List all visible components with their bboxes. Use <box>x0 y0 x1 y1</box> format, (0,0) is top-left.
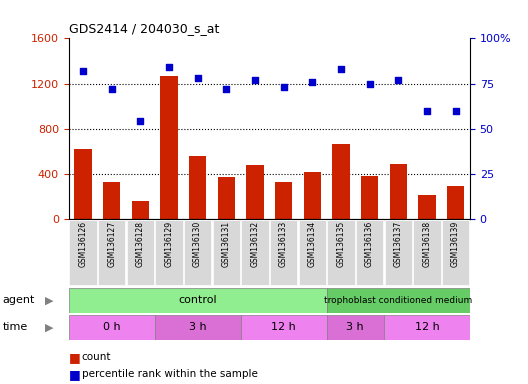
Bar <box>332 144 350 219</box>
FancyBboxPatch shape <box>184 220 211 285</box>
Text: 12 h: 12 h <box>271 322 296 333</box>
Point <box>107 86 116 92</box>
Text: 3 h: 3 h <box>189 322 206 333</box>
Bar <box>327 315 384 340</box>
Text: ■: ■ <box>69 368 80 381</box>
Point <box>423 108 431 114</box>
Bar <box>189 156 206 219</box>
Point <box>193 75 202 81</box>
Bar <box>327 288 470 313</box>
Bar <box>218 177 235 219</box>
Point <box>394 77 402 83</box>
FancyBboxPatch shape <box>127 220 154 285</box>
Text: GDS2414 / 204030_s_at: GDS2414 / 204030_s_at <box>69 22 219 35</box>
Bar <box>275 182 292 219</box>
Point <box>165 64 173 70</box>
Text: agent: agent <box>3 295 35 306</box>
Text: GSM136134: GSM136134 <box>308 221 317 267</box>
Bar <box>69 288 327 313</box>
Text: GSM136128: GSM136128 <box>136 221 145 267</box>
Text: GSM136139: GSM136139 <box>451 221 460 267</box>
FancyBboxPatch shape <box>270 220 297 285</box>
Text: GSM136137: GSM136137 <box>394 221 403 267</box>
Text: GSM136138: GSM136138 <box>422 221 431 267</box>
FancyBboxPatch shape <box>384 220 412 285</box>
Text: GSM136132: GSM136132 <box>250 221 259 267</box>
Text: GSM136135: GSM136135 <box>336 221 345 267</box>
Bar <box>304 172 321 219</box>
FancyBboxPatch shape <box>413 220 441 285</box>
Text: 12 h: 12 h <box>414 322 439 333</box>
Text: count: count <box>82 352 111 362</box>
Bar <box>161 76 177 219</box>
FancyBboxPatch shape <box>69 220 97 285</box>
Text: GSM136127: GSM136127 <box>107 221 116 267</box>
Bar <box>418 195 436 219</box>
Text: GSM136130: GSM136130 <box>193 221 202 267</box>
Point <box>451 108 460 114</box>
Text: ▶: ▶ <box>45 295 53 306</box>
Bar <box>384 315 470 340</box>
Bar <box>103 182 120 219</box>
Bar <box>74 149 91 219</box>
Point <box>222 86 231 92</box>
Bar <box>69 315 155 340</box>
Point <box>337 66 345 72</box>
Text: ▶: ▶ <box>45 322 53 333</box>
Text: GSM136133: GSM136133 <box>279 221 288 267</box>
Text: ■: ■ <box>69 351 80 364</box>
Point <box>251 77 259 83</box>
Text: GSM136131: GSM136131 <box>222 221 231 267</box>
Text: 0 h: 0 h <box>103 322 120 333</box>
FancyBboxPatch shape <box>98 220 125 285</box>
Text: 3 h: 3 h <box>346 322 364 333</box>
FancyBboxPatch shape <box>356 220 383 285</box>
Bar <box>447 186 464 219</box>
Text: percentile rank within the sample: percentile rank within the sample <box>82 369 258 379</box>
Bar <box>361 176 378 219</box>
FancyBboxPatch shape <box>213 220 240 285</box>
Text: GSM136136: GSM136136 <box>365 221 374 267</box>
FancyBboxPatch shape <box>327 220 355 285</box>
Point <box>308 79 316 85</box>
FancyBboxPatch shape <box>442 220 469 285</box>
Bar <box>155 315 241 340</box>
Bar <box>241 315 327 340</box>
Text: trophoblast conditioned medium: trophoblast conditioned medium <box>324 296 473 305</box>
Text: time: time <box>3 322 28 333</box>
Bar <box>390 164 407 219</box>
FancyBboxPatch shape <box>298 220 326 285</box>
Text: GSM136129: GSM136129 <box>164 221 174 267</box>
Bar <box>247 165 263 219</box>
Point <box>79 68 87 74</box>
Point <box>365 81 374 87</box>
Bar <box>131 201 149 219</box>
Point <box>136 118 145 124</box>
Point <box>279 84 288 90</box>
FancyBboxPatch shape <box>241 220 269 285</box>
Text: GSM136126: GSM136126 <box>79 221 88 267</box>
Text: control: control <box>178 295 217 306</box>
FancyBboxPatch shape <box>155 220 183 285</box>
